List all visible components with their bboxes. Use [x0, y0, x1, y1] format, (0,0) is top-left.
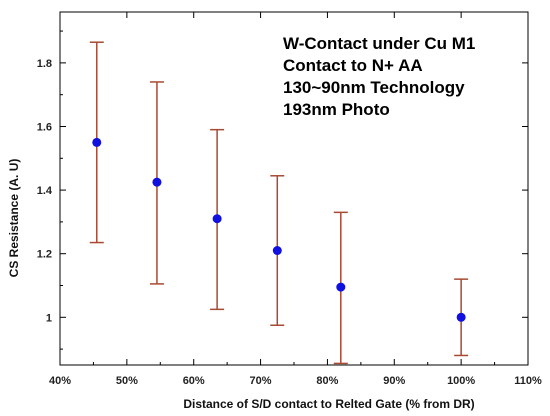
annotation-line: Contact to N+ AA [283, 56, 423, 75]
data-points [92, 137, 466, 322]
data-point [92, 137, 102, 147]
data-point [152, 177, 162, 187]
y-tick-label: 1.6 [37, 121, 52, 133]
y-tick-label: 1.4 [37, 185, 53, 197]
annotation-line: 193nm Photo [283, 100, 390, 119]
x-axis-ticks: 40% 50% 60% 70% 80% 90% 100% 110% [49, 12, 542, 387]
x-tick-label: 110% [514, 375, 542, 387]
y-tick-label: 1 [46, 312, 52, 324]
data-point [336, 282, 346, 292]
annotation-block: W-Contact under Cu M1 Contact to N+ AA 130… [283, 34, 475, 119]
data-point [272, 246, 282, 256]
x-tick-label: 60% [183, 375, 205, 387]
y-axis-label: CS Resistance (A. U) [7, 159, 21, 278]
x-tick-label: 40% [49, 375, 71, 387]
annotation-line: W-Contact under Cu M1 [283, 34, 475, 53]
x-axis-label: Distance of S/D contact to Relted Gate (… [183, 397, 474, 411]
x-tick-label: 100% [447, 375, 475, 387]
y-tick-label: 1.8 [37, 58, 52, 70]
data-point [212, 214, 222, 224]
x-tick-label: 90% [383, 375, 405, 387]
annotation-line: 130~90nm Technology [283, 78, 465, 97]
y-axis-ticks: 1 1.2 1.4 1.6 1.8 [37, 30, 528, 350]
data-point [456, 312, 466, 322]
x-tick-label: 80% [316, 375, 338, 387]
x-tick-label: 70% [250, 375, 272, 387]
y-tick-label: 1.2 [37, 249, 52, 261]
x-tick-label: 50% [116, 375, 138, 387]
